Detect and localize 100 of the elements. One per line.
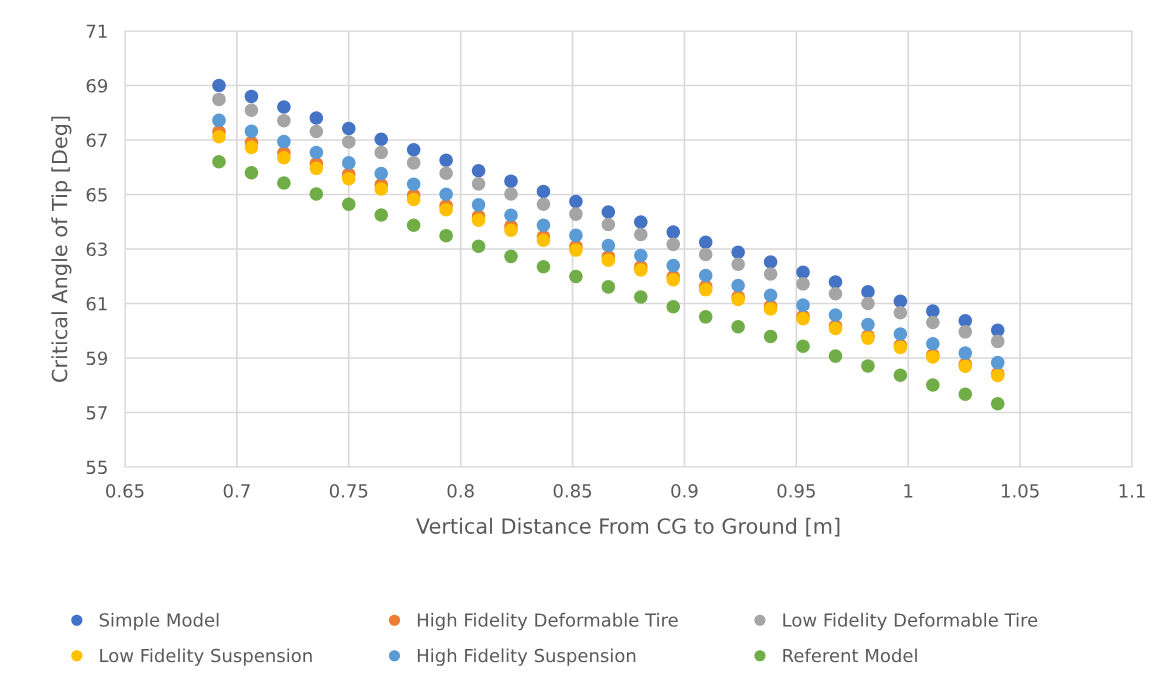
point (796, 277, 810, 291)
x-tick-label: 0.9 (671, 483, 698, 498)
point (731, 245, 745, 260)
point (471, 213, 486, 227)
legend-label: Low Fidelity Deformable Tire (783, 612, 1038, 631)
point (406, 143, 421, 157)
point (569, 269, 583, 284)
x-tick-label: 0.95 (777, 483, 815, 498)
point (342, 121, 356, 136)
point (828, 286, 843, 301)
point (569, 243, 583, 257)
point (601, 205, 616, 219)
legend-label: High Fidelity Suspension (417, 648, 636, 666)
point (504, 187, 518, 201)
point (504, 208, 518, 222)
point (374, 208, 388, 222)
point (536, 259, 551, 274)
point (212, 92, 226, 107)
point (439, 187, 453, 201)
point (536, 218, 551, 233)
x-tick-label: 0.7 (223, 483, 250, 498)
point (277, 134, 291, 149)
y-tick-label: 67 (86, 133, 107, 148)
y-tick-label: 71 (86, 24, 107, 38)
point (958, 325, 973, 339)
x-tick-label: 1.1 (1119, 484, 1145, 498)
point (796, 265, 810, 279)
point (309, 145, 324, 160)
point (309, 161, 324, 176)
point (601, 280, 616, 294)
point (406, 218, 421, 233)
point (374, 166, 388, 181)
point (406, 192, 421, 207)
legend-label: Low Fidelity Suspension (100, 648, 312, 666)
point (893, 368, 908, 382)
point (439, 153, 453, 167)
point (342, 135, 356, 149)
point (731, 278, 745, 293)
point (861, 317, 875, 332)
legend-label: High Fidelity Deformable Tire (417, 612, 678, 631)
x-tick-label: 1 (904, 484, 913, 498)
point (504, 174, 518, 188)
point (342, 197, 356, 212)
x-tick-label: 0.8 (447, 483, 474, 498)
point (926, 304, 940, 318)
point (536, 233, 551, 248)
x-tick-label: 0.75 (329, 483, 368, 498)
point (471, 239, 486, 254)
legend-label: Simple Model (99, 612, 219, 631)
point (763, 329, 778, 344)
point (893, 327, 908, 341)
point (536, 197, 551, 212)
point (244, 124, 259, 139)
point (828, 308, 843, 322)
point (439, 202, 453, 217)
point (666, 258, 681, 273)
point (471, 177, 486, 191)
y-tick-label: 61 (86, 296, 107, 311)
point (634, 290, 648, 304)
point (601, 238, 616, 253)
point (374, 132, 388, 146)
point (212, 155, 226, 169)
legend-label: Referent Model (783, 648, 917, 663)
y-tick-label: 59 (86, 351, 108, 366)
point (958, 387, 973, 402)
point (439, 166, 453, 181)
point (277, 100, 291, 114)
point (926, 337, 940, 351)
point (828, 349, 843, 363)
point (763, 267, 778, 281)
x-tick-label: 0.85 (553, 483, 592, 498)
point (504, 223, 518, 237)
point (504, 249, 518, 264)
point (763, 288, 778, 303)
point (666, 237, 681, 252)
point (536, 184, 551, 199)
point (990, 334, 1005, 349)
point (342, 156, 356, 170)
point (601, 217, 616, 232)
point (731, 319, 745, 334)
point (926, 378, 940, 392)
point (763, 255, 778, 269)
point (406, 156, 421, 170)
point (634, 263, 648, 277)
point (212, 78, 226, 93)
point (666, 225, 681, 239)
point (698, 235, 713, 249)
point (569, 228, 583, 243)
point (244, 103, 259, 118)
point (698, 247, 713, 262)
x-tick-label: 1.05 (1001, 483, 1039, 498)
point (309, 124, 324, 139)
point (471, 198, 486, 212)
point (406, 177, 421, 191)
point (634, 215, 648, 229)
point (990, 355, 1005, 370)
y-axis-title: Critical Angle of Tip [Deg] (51, 116, 72, 382)
point (439, 228, 453, 243)
point (244, 165, 259, 180)
point (666, 300, 681, 314)
